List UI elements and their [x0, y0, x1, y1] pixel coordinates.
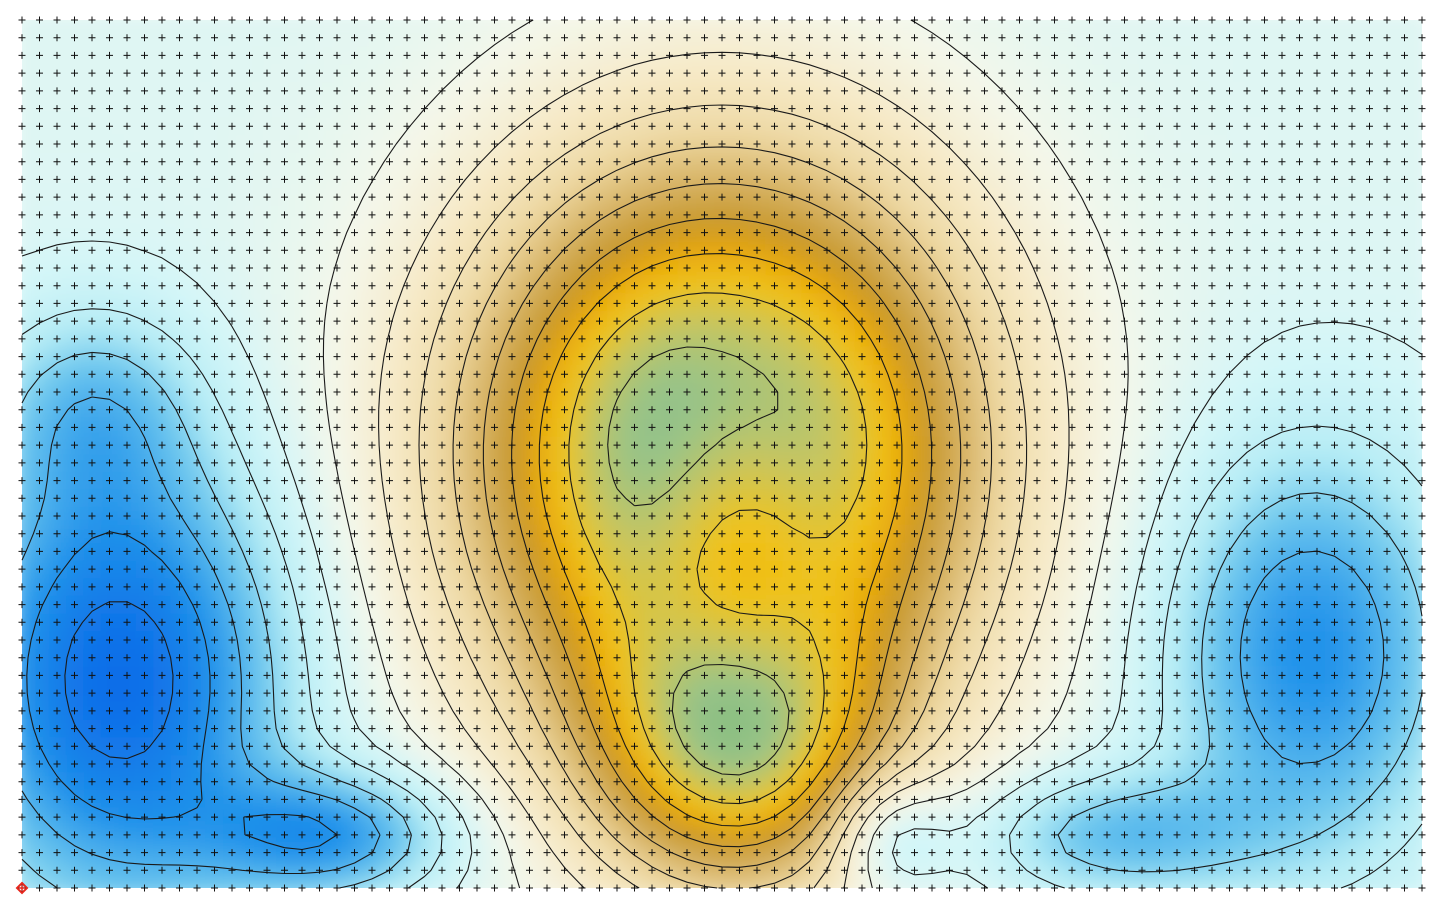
heat-cell: [695, 20, 715, 30]
heat-cell: [835, 20, 855, 30]
heat-cell: [22, 20, 32, 30]
heat-cell: [1238, 20, 1257, 30]
heat-cell: [1343, 20, 1362, 30]
heat-cell: [1273, 20, 1292, 30]
heat-cell: [853, 20, 872, 30]
heat-cell: [48, 20, 67, 30]
heat-cell: [1290, 20, 1310, 30]
heat-cell: [485, 20, 505, 30]
heat-cell: [100, 20, 120, 30]
heat-cell: [905, 20, 925, 30]
heat-cell: [450, 20, 470, 30]
heat-cell: [22, 28, 32, 48]
heat-cell: [1413, 117, 1422, 136]
heat-cell: [153, 20, 172, 30]
heat-cell: [678, 20, 697, 30]
heat-cell: [205, 20, 225, 30]
heat-cell: [433, 20, 452, 30]
heat-cell: [468, 20, 487, 30]
heat-cell: [800, 20, 820, 30]
heat-cell: [818, 20, 837, 30]
heat-cell: [1168, 20, 1187, 30]
plot-area: [15, 16, 1426, 895]
heat-cell: [1360, 20, 1380, 30]
heat-cell: [1395, 20, 1415, 30]
heat-cell: [625, 20, 645, 30]
heat-cell: [713, 20, 732, 30]
heat-cell: [170, 20, 190, 30]
heat-cell: [765, 20, 785, 30]
heat-cell: [1413, 28, 1422, 48]
heat-cell: [240, 20, 260, 30]
heat-cell: [223, 20, 242, 30]
heat-cell: [310, 20, 330, 30]
heat-cell: [1220, 20, 1240, 30]
heat-cell: [538, 20, 557, 30]
heat-cell: [1413, 20, 1422, 30]
heat-cell: [1413, 64, 1422, 83]
heat-cell: [1413, 99, 1422, 119]
heat-cell: [730, 20, 750, 30]
heat-cell: [783, 20, 802, 30]
heat-cell: [1255, 20, 1275, 30]
heat-cell: [398, 20, 417, 30]
heat-cell: [258, 20, 277, 30]
heat-cell: [363, 20, 382, 30]
heat-cell: [590, 20, 610, 30]
heat-cell: [1378, 20, 1397, 30]
heat-cell: [958, 20, 977, 30]
heat-cell: [345, 20, 365, 30]
heat-cell: [888, 20, 907, 30]
heat-cell: [660, 20, 680, 30]
heat-cell: [1010, 20, 1030, 30]
heat-cell: [328, 20, 347, 30]
heat-cell: [1133, 20, 1152, 30]
heat-cell: [22, 46, 32, 66]
heat-cell: [520, 20, 540, 30]
heat-cell: [1115, 20, 1135, 30]
heat-cell: [275, 20, 295, 30]
heat-cell: [1080, 20, 1100, 30]
heat-cell: [1098, 20, 1117, 30]
heat-cell: [555, 20, 575, 30]
heat-cell: [748, 20, 767, 30]
heat-cell: [503, 20, 522, 30]
heat-cell: [22, 64, 32, 83]
heat-cell: [1203, 20, 1222, 30]
heat-cell: [1308, 20, 1327, 30]
heat-cell: [22, 82, 32, 101]
heat-cell: [975, 20, 995, 30]
heat-cell: [135, 20, 155, 30]
heat-cell: [940, 20, 960, 30]
heat-cell: [415, 20, 435, 30]
heat-cell: [118, 20, 137, 30]
heat-cell: [30, 20, 50, 30]
heat-cell: [65, 20, 85, 30]
heat-cell: [188, 20, 207, 30]
heat-cell: [22, 117, 32, 136]
heat-cell: [22, 99, 32, 119]
heat-cell: [1413, 46, 1422, 66]
heat-cell: [1028, 20, 1047, 30]
heat-cell: [1325, 20, 1345, 30]
heat-cell: [1185, 20, 1205, 30]
heat-cell: [643, 20, 662, 30]
heat-cell: [22, 135, 32, 154]
heat-cell: [870, 20, 890, 30]
heat-cell: [83, 20, 102, 30]
heat-cell: [608, 20, 627, 30]
heat-cell: [1150, 20, 1170, 30]
heat-cell: [1045, 20, 1065, 30]
heat-cell: [1063, 20, 1082, 30]
heat-cell: [993, 20, 1012, 30]
heat-cell: [293, 20, 312, 30]
heat-cell: [1413, 82, 1422, 101]
heat-cell: [380, 20, 400, 30]
heat-cell: [923, 20, 942, 30]
heat-cell: [573, 20, 592, 30]
